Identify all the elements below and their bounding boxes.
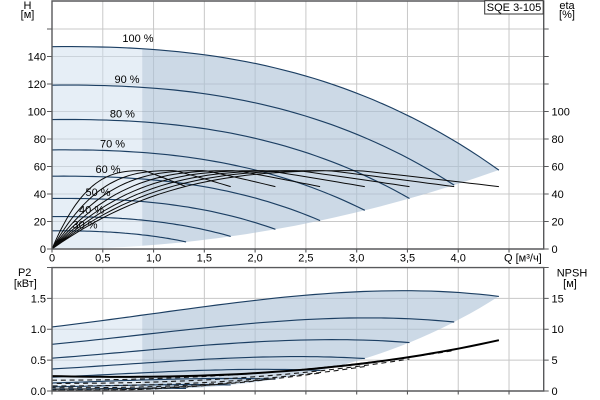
svg-text:[м]: [м] — [21, 9, 35, 21]
svg-text:3,0: 3,0 — [349, 253, 364, 265]
svg-text:140: 140 — [28, 52, 46, 64]
svg-text:70 %: 70 % — [100, 139, 125, 151]
svg-text:1.5: 1.5 — [31, 293, 46, 305]
svg-text:60: 60 — [34, 162, 46, 174]
svg-text:60 %: 60 % — [95, 164, 120, 176]
svg-text:50 %: 50 % — [85, 187, 110, 199]
svg-text:90 %: 90 % — [114, 74, 139, 86]
svg-text:20: 20 — [34, 217, 46, 229]
svg-text:15: 15 — [552, 293, 564, 305]
svg-text:H: H — [24, 0, 32, 12]
svg-text:0: 0 — [552, 244, 558, 256]
svg-text:100: 100 — [28, 107, 46, 119]
svg-text:40: 40 — [552, 189, 564, 201]
svg-text:100: 100 — [552, 107, 570, 119]
svg-text:2,0: 2,0 — [247, 253, 262, 265]
svg-text:[м]: [м] — [563, 278, 577, 290]
svg-text:30 %: 30 % — [72, 220, 97, 232]
svg-text:0: 0 — [49, 253, 55, 265]
svg-text:NPSH: NPSH — [557, 268, 588, 280]
svg-text:10: 10 — [552, 324, 564, 336]
svg-text:1,0: 1,0 — [146, 253, 161, 265]
svg-text:0: 0 — [552, 386, 558, 398]
svg-text:0: 0 — [40, 244, 46, 256]
svg-text:P2: P2 — [18, 267, 31, 279]
svg-text:0.5: 0.5 — [31, 355, 46, 367]
svg-text:40: 40 — [34, 189, 46, 201]
svg-text:80: 80 — [552, 134, 564, 146]
svg-text:4,0: 4,0 — [451, 253, 466, 265]
svg-text:40 %: 40 % — [79, 205, 104, 217]
svg-text:120: 120 — [28, 79, 46, 91]
svg-text:80 %: 80 % — [110, 108, 135, 120]
svg-text:100 %: 100 % — [122, 33, 153, 45]
svg-text:0.0: 0.0 — [31, 386, 46, 398]
svg-text:80: 80 — [34, 134, 46, 146]
svg-text:5: 5 — [552, 355, 558, 367]
svg-text:[кВт]: [кВт] — [14, 278, 37, 290]
svg-text:1.0: 1.0 — [31, 324, 46, 336]
svg-text:0,5: 0,5 — [95, 253, 110, 265]
svg-text:20: 20 — [552, 217, 564, 229]
svg-text:60: 60 — [552, 162, 564, 174]
svg-text:3,5: 3,5 — [400, 253, 415, 265]
svg-text:Q [м³/ч]: Q [м³/ч] — [504, 253, 542, 265]
svg-text:eta: eta — [559, 0, 575, 12]
svg-text:2,5: 2,5 — [298, 253, 313, 265]
svg-text:[%]: [%] — [559, 9, 575, 21]
svg-text:1,5: 1,5 — [197, 253, 212, 265]
svg-text:SQE 3-105: SQE 3-105 — [487, 2, 541, 14]
